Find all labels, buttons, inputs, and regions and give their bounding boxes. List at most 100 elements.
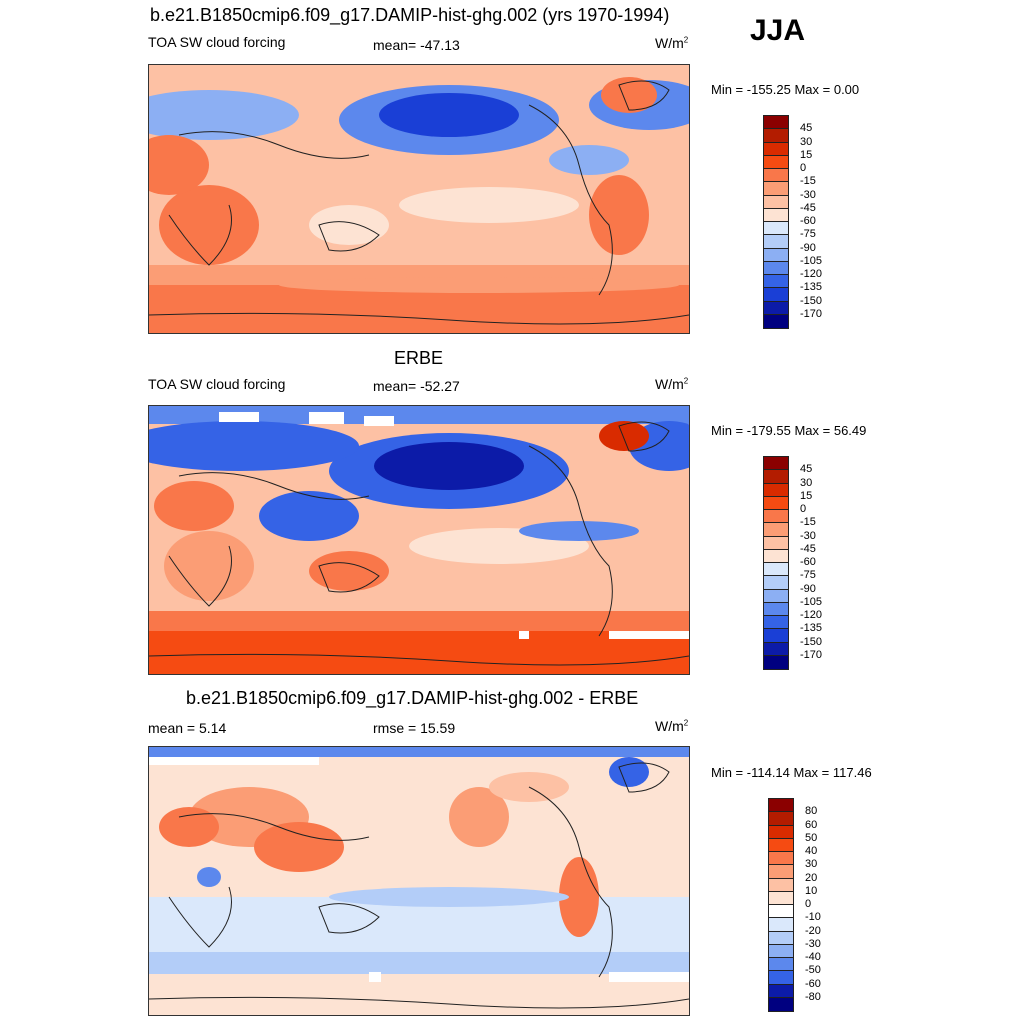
colorbar-tick-label: 0 xyxy=(800,162,807,174)
panel-1-minmax: Min = -155.25 Max = 0.00 xyxy=(711,82,860,97)
colorbar-swatch xyxy=(764,195,788,209)
colorbar-swatch xyxy=(769,812,793,826)
colorbar-tick-label: 10 xyxy=(805,884,818,897)
panel-3-minmax: Min = -114.14 Max = 117.46 xyxy=(711,765,872,780)
colorbar-swatch xyxy=(764,655,788,669)
colorbar-tick-label: 15 xyxy=(800,489,813,502)
colorbar-swatch xyxy=(764,208,788,222)
colorbar-swatch xyxy=(769,984,793,998)
colorbar-tick-label: -135 xyxy=(800,622,823,635)
panel-3-units: W/m2 xyxy=(655,718,689,734)
colorbar-tick-label: 20 xyxy=(805,871,818,884)
panel-3-title: b.e21.B1850cmip6.f09_g17.DAMIP-hist-ghg.… xyxy=(186,688,639,708)
colorbar-swatch xyxy=(764,235,788,249)
colorbar-swatch xyxy=(764,314,788,328)
panel-1-units: W/m2 xyxy=(655,35,689,51)
colorbar-tick-label: -30 xyxy=(800,529,816,542)
colorbar-tick-label: -120 xyxy=(800,609,823,621)
colorbar-swatch xyxy=(769,865,793,879)
colorbar-tick-label: -60 xyxy=(805,977,821,990)
colorbar-swatch xyxy=(769,944,793,958)
panel-2-colorbar xyxy=(763,456,789,670)
colorbar-swatch xyxy=(764,576,788,590)
colorbar-swatch xyxy=(764,616,788,630)
panel-1-title: b.e21.B1850cmip6.f09_g17.DAMIP-hist-ghg.… xyxy=(150,5,670,25)
colorbar-swatch xyxy=(764,275,788,289)
colorbar-swatch xyxy=(769,852,793,866)
colorbar-tick-label: 50 xyxy=(805,831,818,844)
panel-1-variable-label: TOA SW cloud forcing xyxy=(148,34,286,50)
panel-1-colorbar xyxy=(763,115,789,329)
panel-3-colorbar xyxy=(768,798,794,1012)
colorbar-swatch xyxy=(769,825,793,839)
panel-3-rmse-label: rmse = 15.59 xyxy=(373,720,456,736)
colorbar-tick-label: -150 xyxy=(800,294,823,307)
colorbar-tick-label: -170 xyxy=(800,648,823,661)
colorbar-swatch xyxy=(769,878,793,892)
colorbar-tick-label: -15 xyxy=(800,516,816,529)
panel-2-map xyxy=(148,405,690,675)
panel-1-mean-label: mean= -47.13 xyxy=(373,37,460,53)
colorbar-tick-label: -90 xyxy=(800,241,816,254)
colorbar-swatch xyxy=(764,523,788,537)
colorbar-swatch xyxy=(769,891,793,905)
colorbar-swatch xyxy=(764,563,788,577)
colorbar-swatch xyxy=(769,997,793,1011)
colorbar-swatch xyxy=(764,301,788,315)
colorbar-tick-label: -20 xyxy=(805,924,821,937)
colorbar-swatch xyxy=(764,549,788,563)
colorbar-swatch xyxy=(769,971,793,985)
colorbar-tick-label: 30 xyxy=(805,858,818,871)
colorbar-swatch xyxy=(769,838,793,852)
colorbar-tick-label: 45 xyxy=(800,122,813,135)
panel-3-mean-label: mean = 5.14 xyxy=(148,720,227,736)
colorbar-tick-label: -10 xyxy=(805,911,821,924)
colorbar-swatch xyxy=(764,169,788,183)
colorbar-swatch xyxy=(764,483,788,497)
colorbar-swatch xyxy=(764,261,788,275)
colorbar-tick-label: -105 xyxy=(800,254,823,267)
colorbar-tick-label: -30 xyxy=(800,188,816,201)
colorbar-swatch xyxy=(764,222,788,236)
colorbar-swatch xyxy=(769,799,793,813)
colorbar-tick-label: -60 xyxy=(800,215,816,227)
colorbar-swatch xyxy=(769,918,793,932)
colorbar-swatch xyxy=(764,510,788,524)
colorbar-tick-label: -90 xyxy=(800,582,816,595)
colorbar-tick-label: 45 xyxy=(800,463,813,476)
colorbar-tick-label: -120 xyxy=(800,268,823,280)
panel-2-map-field xyxy=(149,406,689,674)
colorbar-tick-label: -135 xyxy=(800,281,823,294)
colorbar-tick-label: 40 xyxy=(805,845,818,857)
colorbar-swatch xyxy=(764,248,788,262)
colorbar-tick-label: -15 xyxy=(800,175,816,188)
colorbar-swatch xyxy=(764,629,788,643)
colorbar-tick-label: -60 xyxy=(800,556,816,568)
colorbar-tick-label: 0 xyxy=(800,503,807,515)
colorbar-tick-label: -30 xyxy=(805,937,821,950)
colorbar-swatch xyxy=(764,182,788,196)
colorbar-tick-label: -80 xyxy=(805,990,821,1003)
panel-2-minmax: Min = -179.55 Max = 56.49 xyxy=(711,423,867,438)
colorbar-swatch xyxy=(769,958,793,972)
colorbar-swatch xyxy=(764,142,788,156)
colorbar-tick-label: -45 xyxy=(800,542,816,555)
colorbar-swatch xyxy=(764,457,788,471)
season-label: JJA xyxy=(750,14,806,47)
colorbar-tick-label: 30 xyxy=(800,476,813,489)
colorbar-swatch xyxy=(764,116,788,130)
panel-3-map-field xyxy=(149,747,689,1015)
colorbar-swatch xyxy=(764,129,788,143)
colorbar-swatch xyxy=(769,931,793,945)
colorbar-tick-label: -105 xyxy=(800,595,823,608)
colorbar-swatch xyxy=(764,470,788,484)
colorbar-swatch xyxy=(764,589,788,603)
colorbar-swatch xyxy=(764,536,788,550)
colorbar-tick-label: 80 xyxy=(805,805,818,818)
panel-2-variable-label: TOA SW cloud forcing xyxy=(148,376,286,392)
colorbar-swatch xyxy=(764,288,788,302)
panel-1-map xyxy=(148,64,690,334)
colorbar-swatch xyxy=(769,905,793,919)
colorbar-tick-label: -45 xyxy=(800,201,816,214)
colorbar-tick-label: 60 xyxy=(805,818,818,831)
